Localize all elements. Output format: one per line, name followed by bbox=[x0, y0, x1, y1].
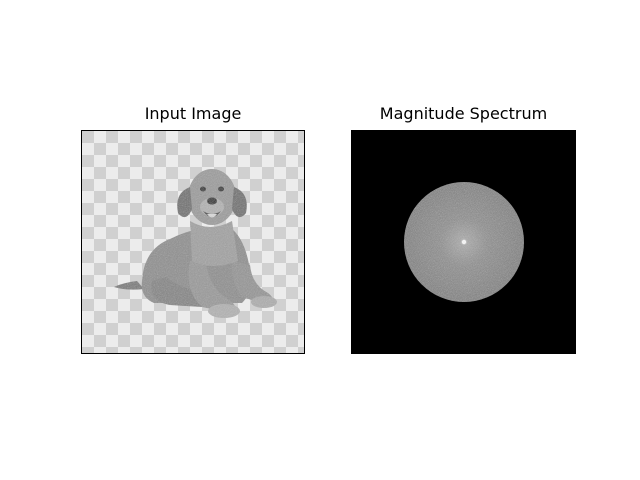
dog-figure bbox=[114, 169, 277, 318]
input-image bbox=[82, 131, 304, 353]
input-image-title: Input Image bbox=[144, 104, 242, 123]
spectrum-dc-peak bbox=[461, 239, 467, 245]
input-image-panel bbox=[81, 130, 305, 354]
magnitude-spectrum-image bbox=[352, 131, 575, 353]
magnitude-spectrum-panel bbox=[351, 130, 576, 354]
magnitude-spectrum-title: Magnitude Spectrum bbox=[379, 104, 548, 123]
